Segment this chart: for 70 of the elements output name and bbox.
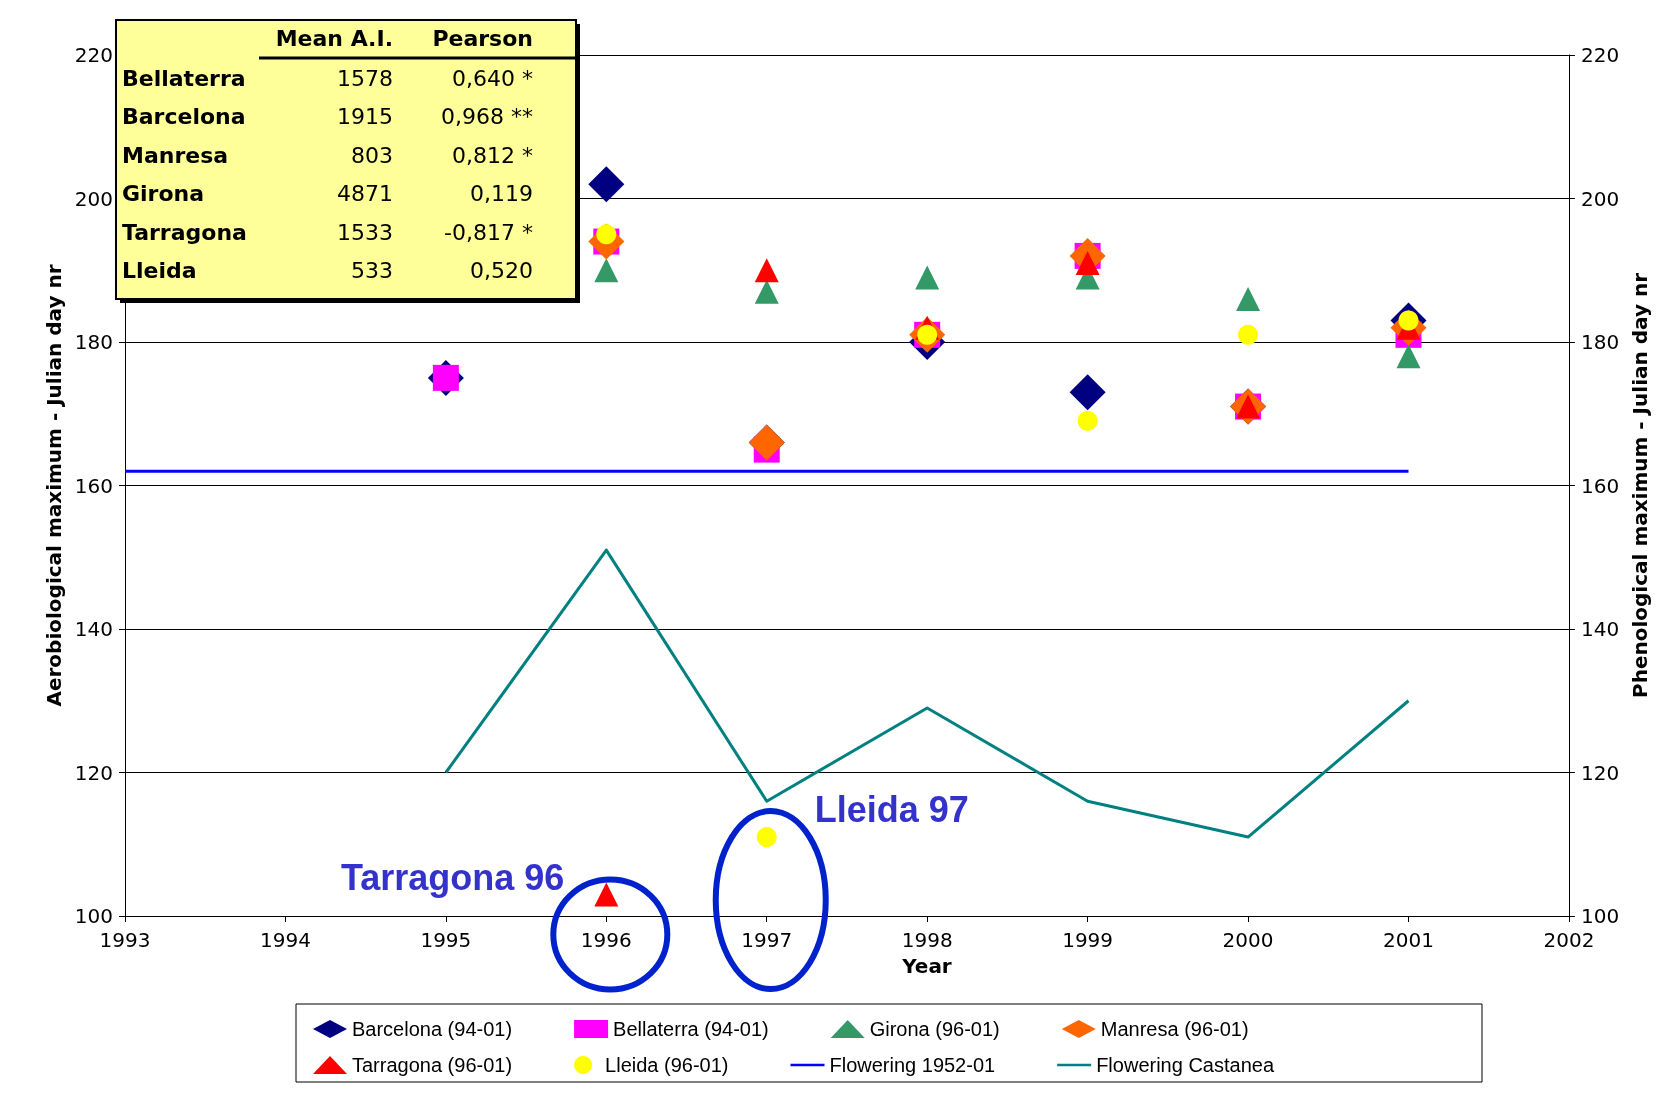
y2-axis-title: Phenological maximum - Julian day nr xyxy=(1628,272,1652,698)
point xyxy=(594,258,619,283)
annotation: 0,520 xyxy=(470,258,533,283)
legend-label: Flowering 1952-01 xyxy=(829,1054,996,1076)
y2-tick-label: 200 xyxy=(1580,186,1620,211)
point xyxy=(915,265,940,290)
legend-label: Manresa (96-01) xyxy=(1100,1018,1249,1040)
point xyxy=(754,258,779,283)
annotation: Bellaterra xyxy=(122,65,246,91)
annotation: 0,119 xyxy=(470,181,533,206)
legend-label: Bellaterra (94-01) xyxy=(613,1018,769,1040)
point xyxy=(756,827,777,848)
x-tick-label: 1995 xyxy=(420,928,472,952)
x-tick-label: 1996 xyxy=(580,928,632,952)
legend-label: Girona (96-01) xyxy=(869,1018,1000,1040)
y-tick-label: 180 xyxy=(74,330,113,354)
point xyxy=(1077,410,1098,431)
annotation: 803 xyxy=(351,142,393,168)
annotation: 0,812 * xyxy=(452,142,533,168)
annotation: 1578 xyxy=(337,65,393,91)
y-tick-label: 120 xyxy=(74,760,113,785)
annotation: Lleida 97 xyxy=(814,788,969,830)
y-tick-label: 220 xyxy=(74,43,113,67)
y2-tick-label: 120 xyxy=(1580,760,1620,785)
x-tick-label: 2001 xyxy=(1383,928,1434,952)
line-series xyxy=(444,548,1410,839)
legend-label: Tarragona (96-01) xyxy=(352,1054,513,1076)
annotation: -0,817 * xyxy=(444,219,533,245)
annotation: Lleida xyxy=(122,258,197,283)
y2-tick-label: 140 xyxy=(1580,617,1620,641)
annotation: Manresa xyxy=(122,142,229,168)
annotation: 0,640 * xyxy=(452,65,533,91)
x-tick-label: 1993 xyxy=(99,928,151,952)
x-axis-title: Year xyxy=(901,954,952,978)
annotation: Girona xyxy=(122,181,205,206)
point xyxy=(754,279,779,304)
annotation: 1533 xyxy=(337,219,393,245)
x-tick-label: 1999 xyxy=(1062,928,1114,952)
x-tick-label: 1997 xyxy=(741,928,793,952)
legend-label: Flowering Castanea xyxy=(1096,1054,1275,1076)
text: Pearson xyxy=(432,25,533,51)
annotation: 533 xyxy=(351,258,393,283)
x-tick-label: 2002 xyxy=(1543,928,1595,952)
y-tick-label: 140 xyxy=(74,617,113,641)
annotation: Tarragona 96 xyxy=(340,856,565,898)
point xyxy=(1396,344,1421,369)
annotation: 4871 xyxy=(337,181,393,206)
text: Mean A.I. xyxy=(275,25,393,51)
annotation: 1915 xyxy=(337,104,393,129)
legend-label: Lleida (96-01) xyxy=(605,1054,729,1076)
y2-tick-label: 160 xyxy=(1580,473,1620,498)
y2-tick-label: 220 xyxy=(1580,43,1620,67)
point xyxy=(594,882,619,907)
legend-label: Barcelona (94-01) xyxy=(352,1018,513,1040)
y-tick-label: 200 xyxy=(74,186,113,211)
y2-tick-label: 100 xyxy=(1580,904,1620,928)
annotation: 0,968 ** xyxy=(441,104,533,129)
x-tick-label: 1998 xyxy=(901,928,953,952)
point xyxy=(588,166,625,203)
y2-tick-label: 180 xyxy=(1580,330,1620,354)
point xyxy=(1069,374,1106,411)
y-tick-label: 100 xyxy=(74,904,113,928)
point xyxy=(1236,286,1261,311)
annotation: Barcelona xyxy=(122,104,246,129)
y-axis-title: Aerobiological maximum - Julian day nr xyxy=(41,264,66,707)
y-tick-label: 160 xyxy=(74,473,113,498)
annotation: Tarragona xyxy=(122,219,247,245)
point xyxy=(1238,324,1259,345)
x-tick-label: 2000 xyxy=(1222,928,1274,952)
x-tick-label: 1994 xyxy=(259,928,311,952)
